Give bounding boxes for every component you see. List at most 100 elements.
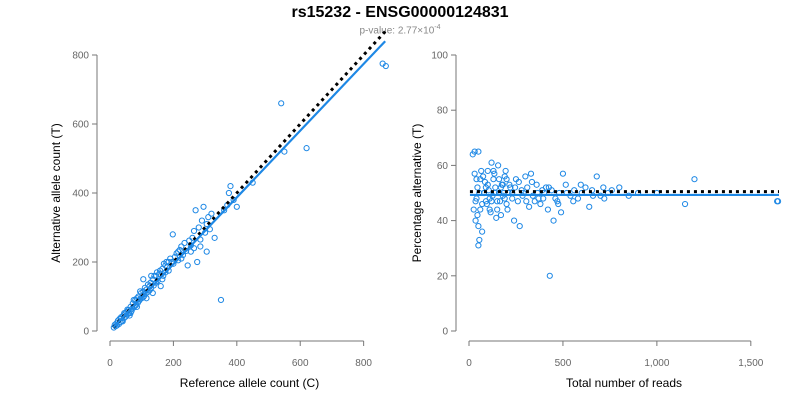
x-tick-label: 1,000: [644, 358, 669, 369]
data-point: [774, 198, 782, 205]
y-axis-title: Percentage alternative (T): [410, 124, 424, 263]
x-tick-label: 0: [466, 358, 472, 369]
data-point: [162, 262, 169, 269]
data-point: [544, 206, 552, 213]
y-tick-label: 80: [437, 106, 449, 117]
data-point: [601, 195, 608, 202]
y-tick-label: 800: [72, 51, 89, 62]
data-point: [165, 258, 172, 266]
data-point: [493, 214, 500, 221]
data-point: [472, 198, 479, 205]
data-point: [510, 217, 518, 224]
x-tick-label: 800: [355, 358, 372, 369]
data-point: [190, 227, 198, 235]
data-point: [200, 203, 207, 210]
data-point: [477, 206, 484, 213]
data-point: [475, 223, 482, 230]
data-point: [205, 214, 212, 221]
data-point: [178, 243, 185, 250]
y-tick-label: 20: [437, 271, 449, 282]
data-point: [496, 198, 504, 205]
data-point: [577, 181, 584, 188]
data-point: [527, 170, 535, 177]
data-point: [194, 258, 201, 266]
data-point: [537, 200, 544, 208]
data-point: [479, 173, 487, 180]
data-point: [475, 242, 482, 249]
y-axis-title: Alternative allele count (T): [49, 123, 63, 262]
data-point: [526, 203, 533, 210]
data-point: [217, 296, 225, 304]
data-point: [140, 276, 147, 283]
data-point: [491, 170, 498, 177]
data-point: [546, 272, 553, 279]
data-point: [470, 206, 477, 213]
y-tick-label: 40: [437, 216, 449, 227]
data-point: [559, 170, 567, 177]
data-point: [514, 198, 521, 205]
data-point: [472, 217, 479, 224]
x-tick-label: 1,500: [738, 358, 763, 369]
data-point: [523, 198, 530, 205]
data-point: [557, 209, 565, 216]
x-tick-label: 200: [165, 358, 182, 369]
y-tick-label: 400: [72, 189, 89, 200]
data-point: [478, 167, 485, 175]
data-point: [545, 184, 552, 191]
data-point: [554, 198, 561, 205]
data-point: [528, 178, 536, 186]
data-point: [484, 167, 491, 175]
data-point: [487, 209, 494, 216]
data-point: [195, 224, 202, 231]
data-point: [509, 195, 516, 202]
x-axis-title: Total number of reads: [566, 376, 682, 390]
data-point: [190, 245, 198, 252]
data-point: [483, 200, 490, 208]
data-point: [504, 206, 511, 213]
data-point: [502, 167, 509, 175]
data-point: [475, 148, 482, 155]
p-value-exponent: -4: [434, 24, 441, 31]
data-point: [616, 184, 623, 191]
data-point: [522, 173, 529, 180]
data-point: [503, 176, 510, 183]
data-point: [550, 217, 557, 224]
data-point: [497, 211, 505, 219]
data-point: [503, 200, 510, 208]
data-point: [184, 262, 191, 269]
data-point: [495, 176, 503, 183]
data-point: [542, 184, 550, 191]
data-point: [148, 272, 155, 279]
data-point: [495, 162, 502, 169]
data-point: [691, 176, 698, 183]
data-point: [507, 184, 514, 191]
data-point: [586, 203, 593, 210]
data-point: [494, 206, 501, 213]
points-group: [469, 148, 782, 279]
fit-line: [112, 40, 386, 329]
chart-title: rs15232 - ENSG00000124831: [291, 4, 509, 21]
x-axis-title: Reference allele count (C): [180, 376, 319, 390]
p-value-text: p-value: 2.77×10: [359, 25, 435, 37]
data-point: [471, 170, 478, 177]
data-point: [555, 200, 562, 208]
data-point: [130, 296, 137, 304]
panel-2: 0 20 40 60 80 100 0 500 1,000 1,500 Total number o…: [410, 51, 782, 390]
data-point: [511, 184, 519, 191]
data-point: [533, 181, 540, 188]
data-point: [486, 206, 493, 213]
data-point: [484, 181, 491, 188]
data-point: [303, 145, 310, 152]
data-point: [203, 248, 210, 255]
data-point: [471, 148, 478, 155]
data-point: [175, 248, 182, 255]
data-point: [187, 248, 194, 255]
y-tick-label: 200: [72, 258, 89, 269]
data-point: [593, 173, 600, 180]
data-point: [169, 231, 176, 238]
data-point: [474, 184, 481, 191]
data-point: [157, 283, 164, 290]
data-point: [476, 236, 483, 244]
y-tick-label: 60: [437, 161, 449, 172]
